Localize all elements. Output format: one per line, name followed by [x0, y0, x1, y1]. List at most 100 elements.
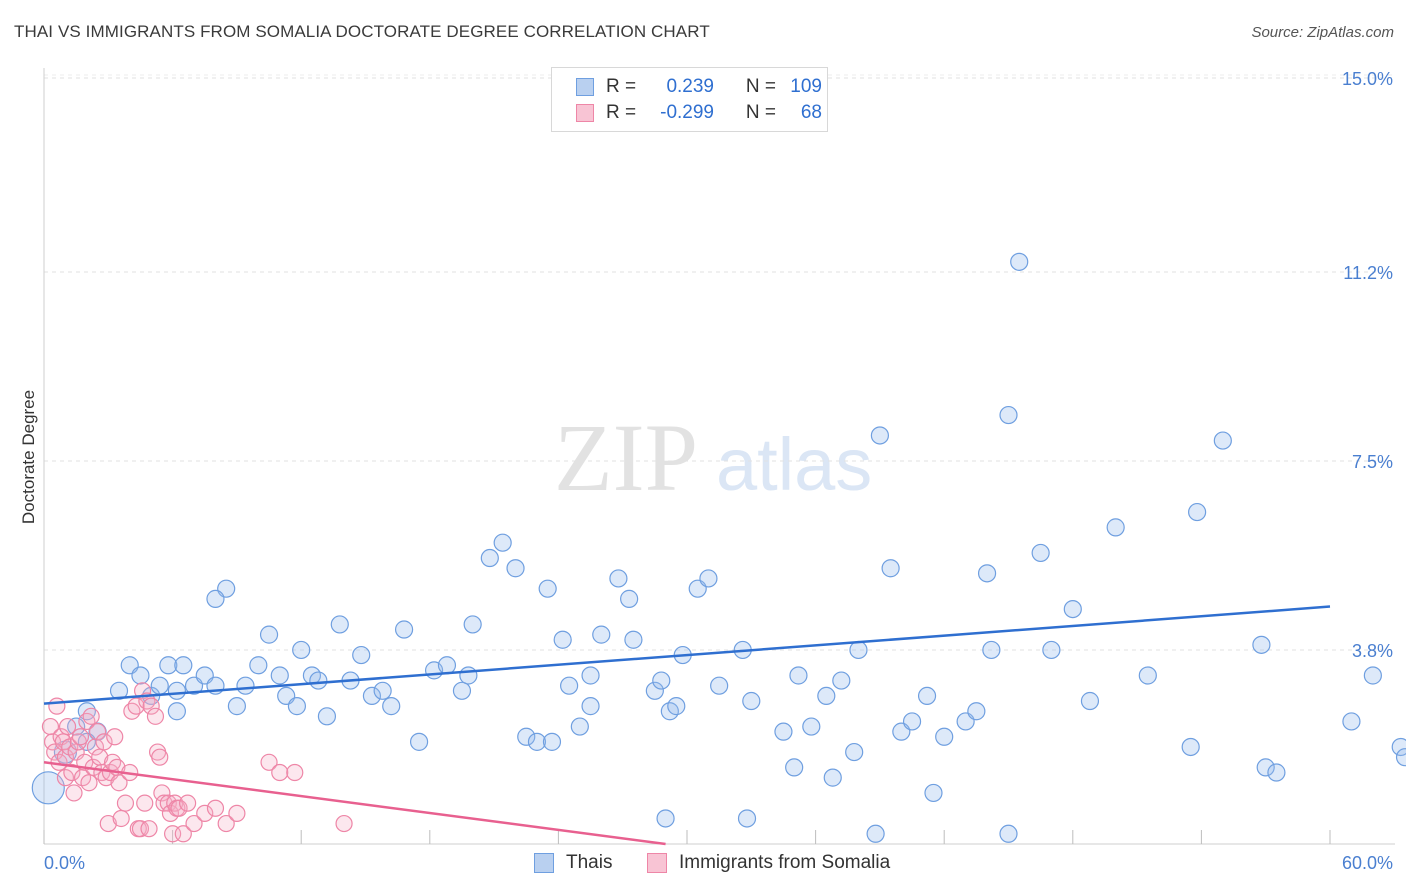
- data-points: [31, 252, 1406, 843]
- data-point: [542, 732, 562, 751]
- legend-item-somalia: Immigrants from Somalia: [647, 852, 890, 874]
- data-point: [570, 717, 589, 736]
- legend-r-value: 0.239: [666, 76, 714, 97]
- data-point: [146, 707, 165, 725]
- legend-somalia-label: Immigrants from Somalia: [679, 852, 891, 873]
- data-point: [917, 686, 937, 706]
- data-point: [58, 717, 77, 736]
- data-point: [817, 686, 836, 706]
- data-point: [150, 676, 169, 695]
- data-point: [260, 753, 278, 771]
- data-point: [31, 771, 65, 805]
- data-point: [517, 727, 536, 746]
- legend-n-value: 109: [790, 76, 822, 97]
- data-point: [88, 723, 107, 741]
- data-point: [902, 712, 922, 731]
- data-point: [463, 615, 482, 634]
- data-point: [352, 645, 371, 665]
- data-point: [553, 630, 572, 649]
- somalia-swatch: [647, 853, 667, 873]
- data-point: [538, 579, 557, 598]
- data-point: [170, 799, 188, 817]
- data-point: [823, 768, 842, 787]
- watermark-atlas: atlas: [716, 423, 872, 506]
- data-point: [270, 666, 289, 685]
- data-point: [206, 589, 225, 608]
- data-point: [789, 666, 808, 685]
- correlation-legend: R = 0.239 N = 109 R = -0.299 N = 68: [551, 67, 828, 132]
- trend-line: [43, 605, 1331, 705]
- data-point: [140, 820, 158, 838]
- legend-n-label: N =: [745, 76, 776, 97]
- x-tick-label: 60.0%: [1342, 853, 1393, 873]
- data-point: [967, 702, 986, 721]
- data-point: [1267, 763, 1286, 782]
- data-point: [1138, 666, 1157, 685]
- somalia-swatch: [576, 104, 594, 122]
- data-point: [581, 697, 600, 716]
- data-point: [82, 707, 100, 725]
- legend-r-label: R =: [606, 102, 637, 123]
- data-point: [935, 727, 954, 746]
- data-point: [106, 728, 124, 746]
- data-point: [881, 559, 900, 578]
- data-point: [227, 697, 246, 716]
- data-point: [802, 717, 821, 736]
- data-point: [409, 732, 429, 751]
- legend-row-somalia: R = -0.299 N = 68: [576, 101, 822, 125]
- data-point: [362, 686, 382, 706]
- legend-thais-label: Thais: [566, 852, 613, 873]
- axes: [43, 68, 1395, 845]
- data-point: [309, 671, 328, 690]
- data-point: [159, 656, 178, 675]
- data-point: [785, 758, 804, 777]
- data-point: [95, 733, 113, 751]
- data-point: [1031, 543, 1050, 563]
- data-point: [849, 640, 868, 660]
- data-point: [317, 707, 337, 726]
- data-point: [1213, 431, 1232, 450]
- x-tick-label: 0.0%: [44, 853, 85, 873]
- data-point: [581, 666, 600, 685]
- data-point: [287, 697, 307, 716]
- data-point: [110, 774, 128, 792]
- data-point: [667, 697, 686, 716]
- data-point: [620, 589, 639, 608]
- data-point: [1042, 640, 1061, 660]
- data-point: [174, 825, 192, 843]
- data-point: [112, 809, 130, 828]
- data-point: [493, 533, 512, 552]
- data-point: [196, 804, 214, 822]
- data-point: [292, 640, 311, 660]
- data-point: [136, 794, 154, 812]
- data-point: [71, 728, 90, 746]
- data-point: [131, 666, 150, 685]
- thais-swatch: [576, 78, 594, 96]
- data-point: [1063, 599, 1082, 619]
- watermark: ZIP atlas: [554, 404, 872, 511]
- data-point: [656, 809, 675, 828]
- watermark-zip: ZIP: [554, 404, 698, 511]
- data-point: [527, 732, 547, 751]
- data-point: [652, 671, 671, 690]
- data-point: [65, 784, 83, 802]
- data-point: [127, 697, 145, 715]
- y-tick-label: 11.2%: [1343, 263, 1393, 283]
- data-point: [373, 681, 392, 700]
- data-point: [999, 405, 1018, 425]
- data-point: [1363, 666, 1382, 685]
- data-point: [870, 426, 890, 445]
- data-point: [63, 763, 81, 782]
- grid: [44, 74, 1395, 651]
- data-point: [1010, 252, 1029, 271]
- data-point: [866, 824, 885, 843]
- y-tick-label: 3.8%: [1352, 641, 1393, 661]
- trend-line: [43, 761, 666, 846]
- data-point: [982, 640, 1001, 660]
- data-point: [737, 809, 757, 828]
- data-point: [742, 691, 761, 711]
- data-point: [1342, 712, 1361, 731]
- data-point: [1188, 502, 1207, 522]
- data-point: [1106, 518, 1125, 537]
- data-point: [459, 666, 478, 685]
